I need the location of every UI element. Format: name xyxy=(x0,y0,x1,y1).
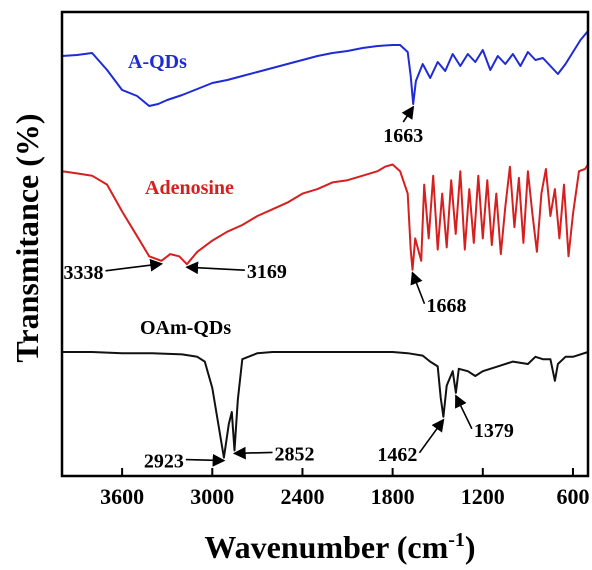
peak-arrow xyxy=(185,261,245,275)
peak-annotations: 1663 3338 3169 1668 2923 2852 1462 1379 xyxy=(63,105,514,473)
plot-frame xyxy=(60,10,590,478)
peak-arrow xyxy=(401,105,415,123)
peak-arrow xyxy=(455,394,473,430)
peak-arrow xyxy=(232,446,273,460)
y-axis-title: Transmitance (%) xyxy=(9,113,45,362)
peak-label-1668: 1668 xyxy=(426,295,466,317)
peak-label-3169: 3169 xyxy=(247,261,287,283)
series-label-oam-qds: OAm-QDs xyxy=(140,317,231,339)
series-line-adenosine xyxy=(61,163,589,271)
x-tick-label: 3000 xyxy=(190,484,234,509)
peak-label-2923: 2923 xyxy=(144,451,184,473)
series-line-oam-qds xyxy=(62,351,589,459)
peak-arrow xyxy=(185,453,226,467)
series-label-a-qds: A-QDs xyxy=(128,51,187,73)
x-tick-label: 1800 xyxy=(371,484,415,509)
x-tick-label: 600 xyxy=(556,484,589,509)
series-group xyxy=(61,30,589,459)
x-tick-label: 1200 xyxy=(461,484,505,509)
series-labels: A-QDs Adenosine OAm-QDs xyxy=(128,51,234,339)
peak-arrow xyxy=(418,418,445,454)
peak-label-1663: 1663 xyxy=(383,125,423,147)
peak-label-3338: 3338 xyxy=(63,262,103,284)
x-tick-label: 3600 xyxy=(100,484,144,509)
x-axis-title: Wavenumber (cm-1) xyxy=(204,529,475,565)
peak-label-1379: 1379 xyxy=(474,420,514,442)
series-line-a-qds xyxy=(61,30,589,107)
peak-label-2852: 2852 xyxy=(275,443,315,465)
series-label-adenosine: Adenosine xyxy=(145,177,234,199)
x-tick-label: 2400 xyxy=(280,484,324,509)
peak-label-1462: 1462 xyxy=(377,444,417,466)
peak-arrow xyxy=(105,258,164,272)
x-ticks: 3600 3000 2400 1800 1200 600 xyxy=(100,468,589,509)
peak-arrow xyxy=(410,271,426,305)
